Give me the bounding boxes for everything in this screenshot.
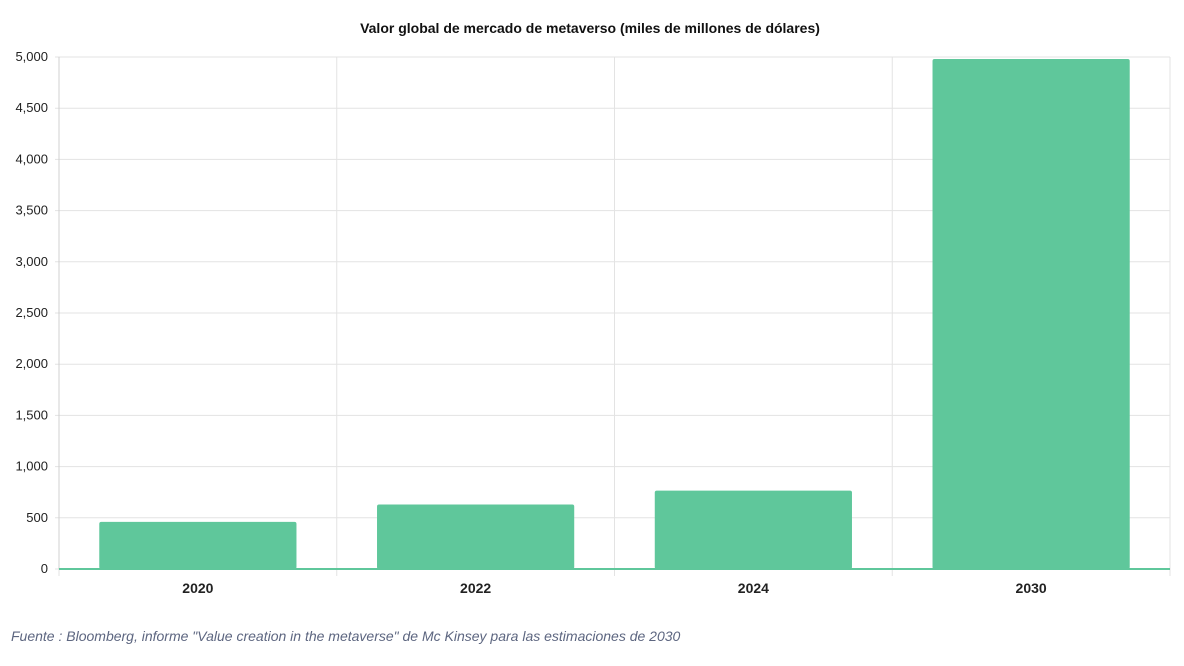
gridlines xyxy=(55,56,1171,576)
x-tick-label: 2030 xyxy=(1016,580,1047,596)
bar-2022 xyxy=(377,504,575,569)
source-note: Fuente : Bloomberg, informe "Value creat… xyxy=(11,628,681,644)
x-tick-label: 2020 xyxy=(182,580,213,596)
y-tick-label: 500 xyxy=(26,510,48,525)
bar-2030 xyxy=(932,59,1130,569)
bars xyxy=(99,59,1130,569)
x-tick-label: 2024 xyxy=(738,580,769,596)
y-tick-label: 3,500 xyxy=(15,203,48,218)
y-tick-label: 4,500 xyxy=(15,100,48,115)
y-tick-label: 2,500 xyxy=(15,305,48,320)
chart-title: Valor global de mercado de metaverso (mi… xyxy=(360,20,820,36)
bar-2020 xyxy=(99,521,297,569)
x-axis: 2020 2022 2024 2030 xyxy=(59,568,1170,596)
y-tick-label: 2,000 xyxy=(15,356,48,371)
y-tick-label: 1,000 xyxy=(15,459,48,474)
y-tick-label: 3,000 xyxy=(15,254,48,269)
y-tick-label: 5,000 xyxy=(15,49,48,64)
y-tick-label: 0 xyxy=(41,561,48,576)
y-axis: 0 500 1,000 1,500 2,000 2,500 3,000 3,500 4,000 4… xyxy=(15,49,48,576)
x-tick-label: 2022 xyxy=(460,580,491,596)
bar-chart: Valor global de mercado de metaverso (mi… xyxy=(15,20,1171,596)
y-tick-label: 1,500 xyxy=(15,407,48,422)
bar-2024 xyxy=(654,490,852,569)
y-tick-label: 4,000 xyxy=(15,151,48,166)
